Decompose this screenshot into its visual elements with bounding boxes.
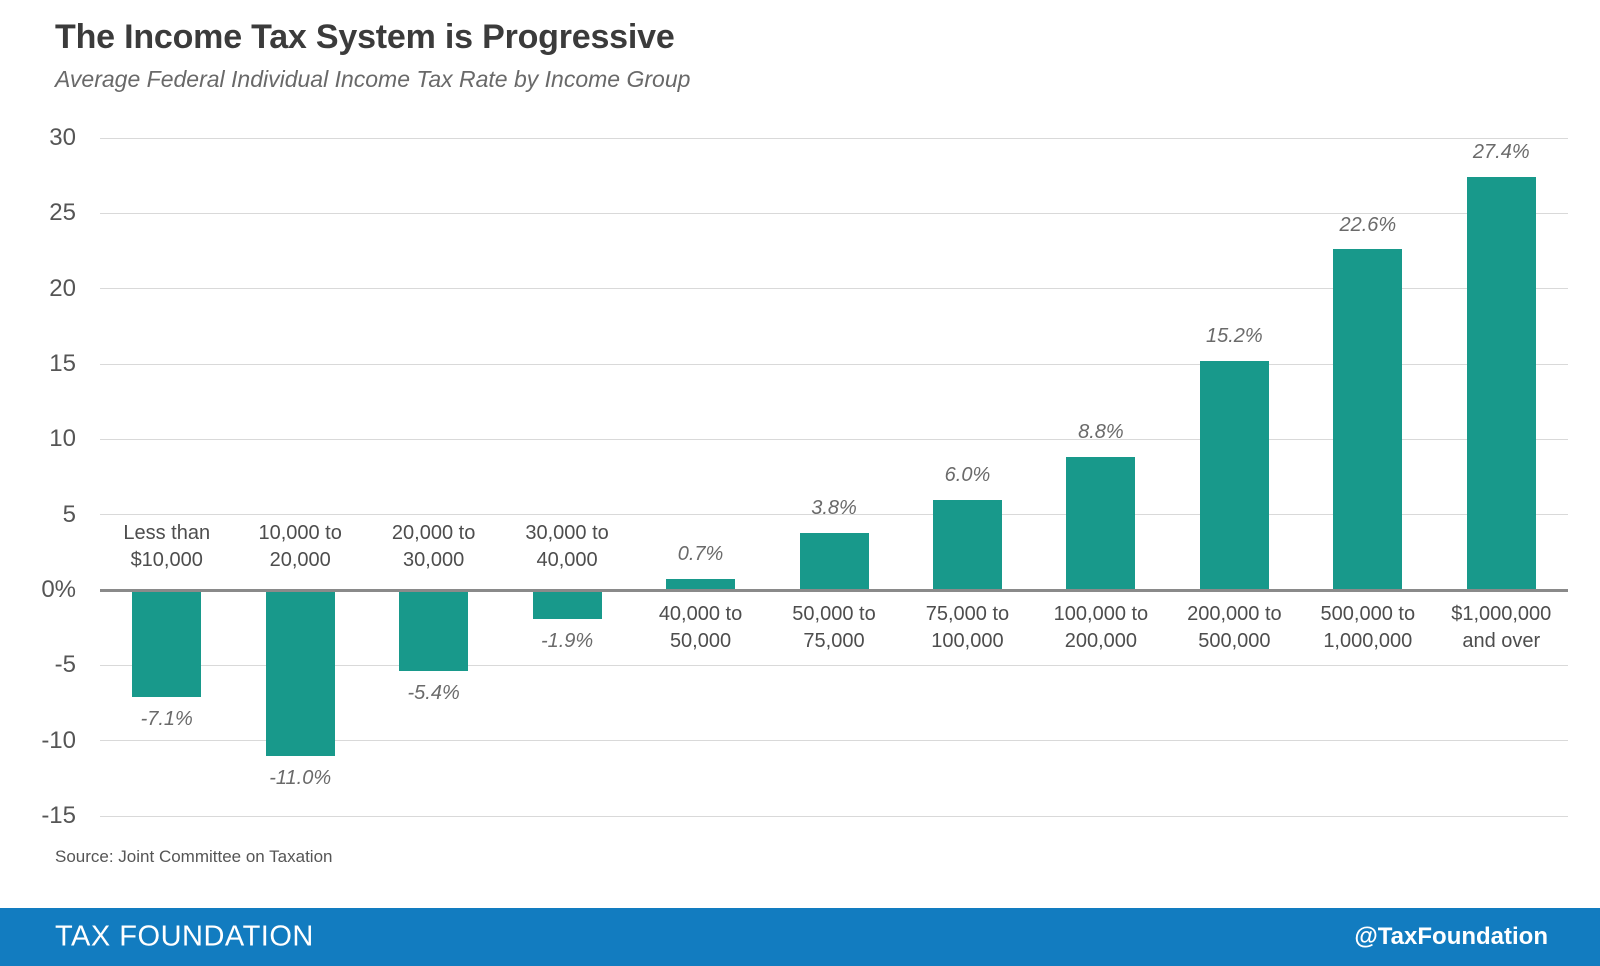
y-axis-tick-label: 20: [49, 274, 76, 302]
chart-subtitle: Average Federal Individual Income Tax Ra…: [55, 66, 691, 92]
value-label: 8.8%: [1078, 421, 1124, 444]
y-axis-tick-label: 30: [49, 124, 76, 151]
twitter-handle: @TaxFoundation: [1354, 923, 1548, 950]
zero-axis-line: [100, 588, 1568, 592]
gridline: [100, 137, 1568, 139]
category-label: 50,000 to 75,000: [792, 603, 876, 652]
bar: [666, 579, 736, 590]
chart-title: The Income Tax System is Progressive: [55, 18, 675, 56]
y-axis-tick-label: 25: [49, 199, 76, 227]
footer-bar: TAX FOUNDATION @TaxFoundation: [0, 908, 1600, 966]
category-label: 500,000 to 1,000,000: [1320, 603, 1416, 652]
category-label: 40,000 to 50,000: [658, 603, 743, 652]
y-axis-tick-label: -15: [41, 802, 76, 829]
category-label: Less than $10,000: [123, 522, 211, 571]
bar: [799, 532, 869, 590]
gridline: [100, 438, 1568, 440]
category-label: 75,000 to 100,000: [925, 603, 1010, 652]
y-axis-tick-label: 10: [49, 425, 76, 453]
y-axis-tick-label: 15: [49, 350, 76, 377]
bar: [532, 590, 602, 619]
category-label: 30,000 to 40,000: [525, 522, 609, 571]
value-label: 22.6%: [1339, 213, 1397, 236]
y-axis-tick-label: -5: [54, 651, 76, 679]
gridline: [100, 740, 1568, 742]
bar: [1066, 457, 1136, 590]
brand-wordmark: TAX FOUNDATION: [55, 920, 314, 953]
category-label: 200,000 to 500,000: [1187, 603, 1282, 652]
value-label: 3.8%: [811, 496, 857, 519]
bar: [1466, 177, 1536, 590]
value-label: -11.0%: [269, 766, 332, 789]
value-label: 0.7%: [677, 543, 724, 566]
value-label: -7.1%: [140, 707, 193, 730]
gridline: [100, 514, 1568, 516]
bar: [265, 590, 335, 756]
category-label: 20,000 to 30,000: [391, 522, 476, 571]
gridline: [100, 212, 1568, 214]
value-label: -5.4%: [407, 682, 460, 705]
bar: [932, 499, 1002, 590]
bar: [1333, 249, 1403, 590]
source-note: Source: Joint Committee on Taxation: [55, 847, 333, 866]
value-label: 6.0%: [944, 463, 991, 486]
value-label: 27.4%: [1472, 141, 1530, 164]
y-axis-tick-label: -10: [41, 726, 76, 754]
category-label: 10,000 to 20,000: [258, 522, 342, 571]
gridline: [100, 815, 1568, 817]
bar: [399, 590, 469, 672]
value-label: 15.2%: [1206, 325, 1263, 347]
bar: [132, 590, 202, 697]
bar: [1199, 360, 1269, 590]
value-label: -1.9%: [540, 629, 594, 652]
gridline: [100, 363, 1568, 365]
y-axis-tick-label: 0%: [41, 576, 76, 603]
gridline: [100, 288, 1568, 290]
y-axis-tick-label: 5: [62, 500, 76, 528]
gridline: [100, 664, 1568, 666]
category-label: $1,000,000 and over: [1451, 603, 1552, 652]
category-label: 100,000 to 200,000: [1053, 603, 1149, 652]
